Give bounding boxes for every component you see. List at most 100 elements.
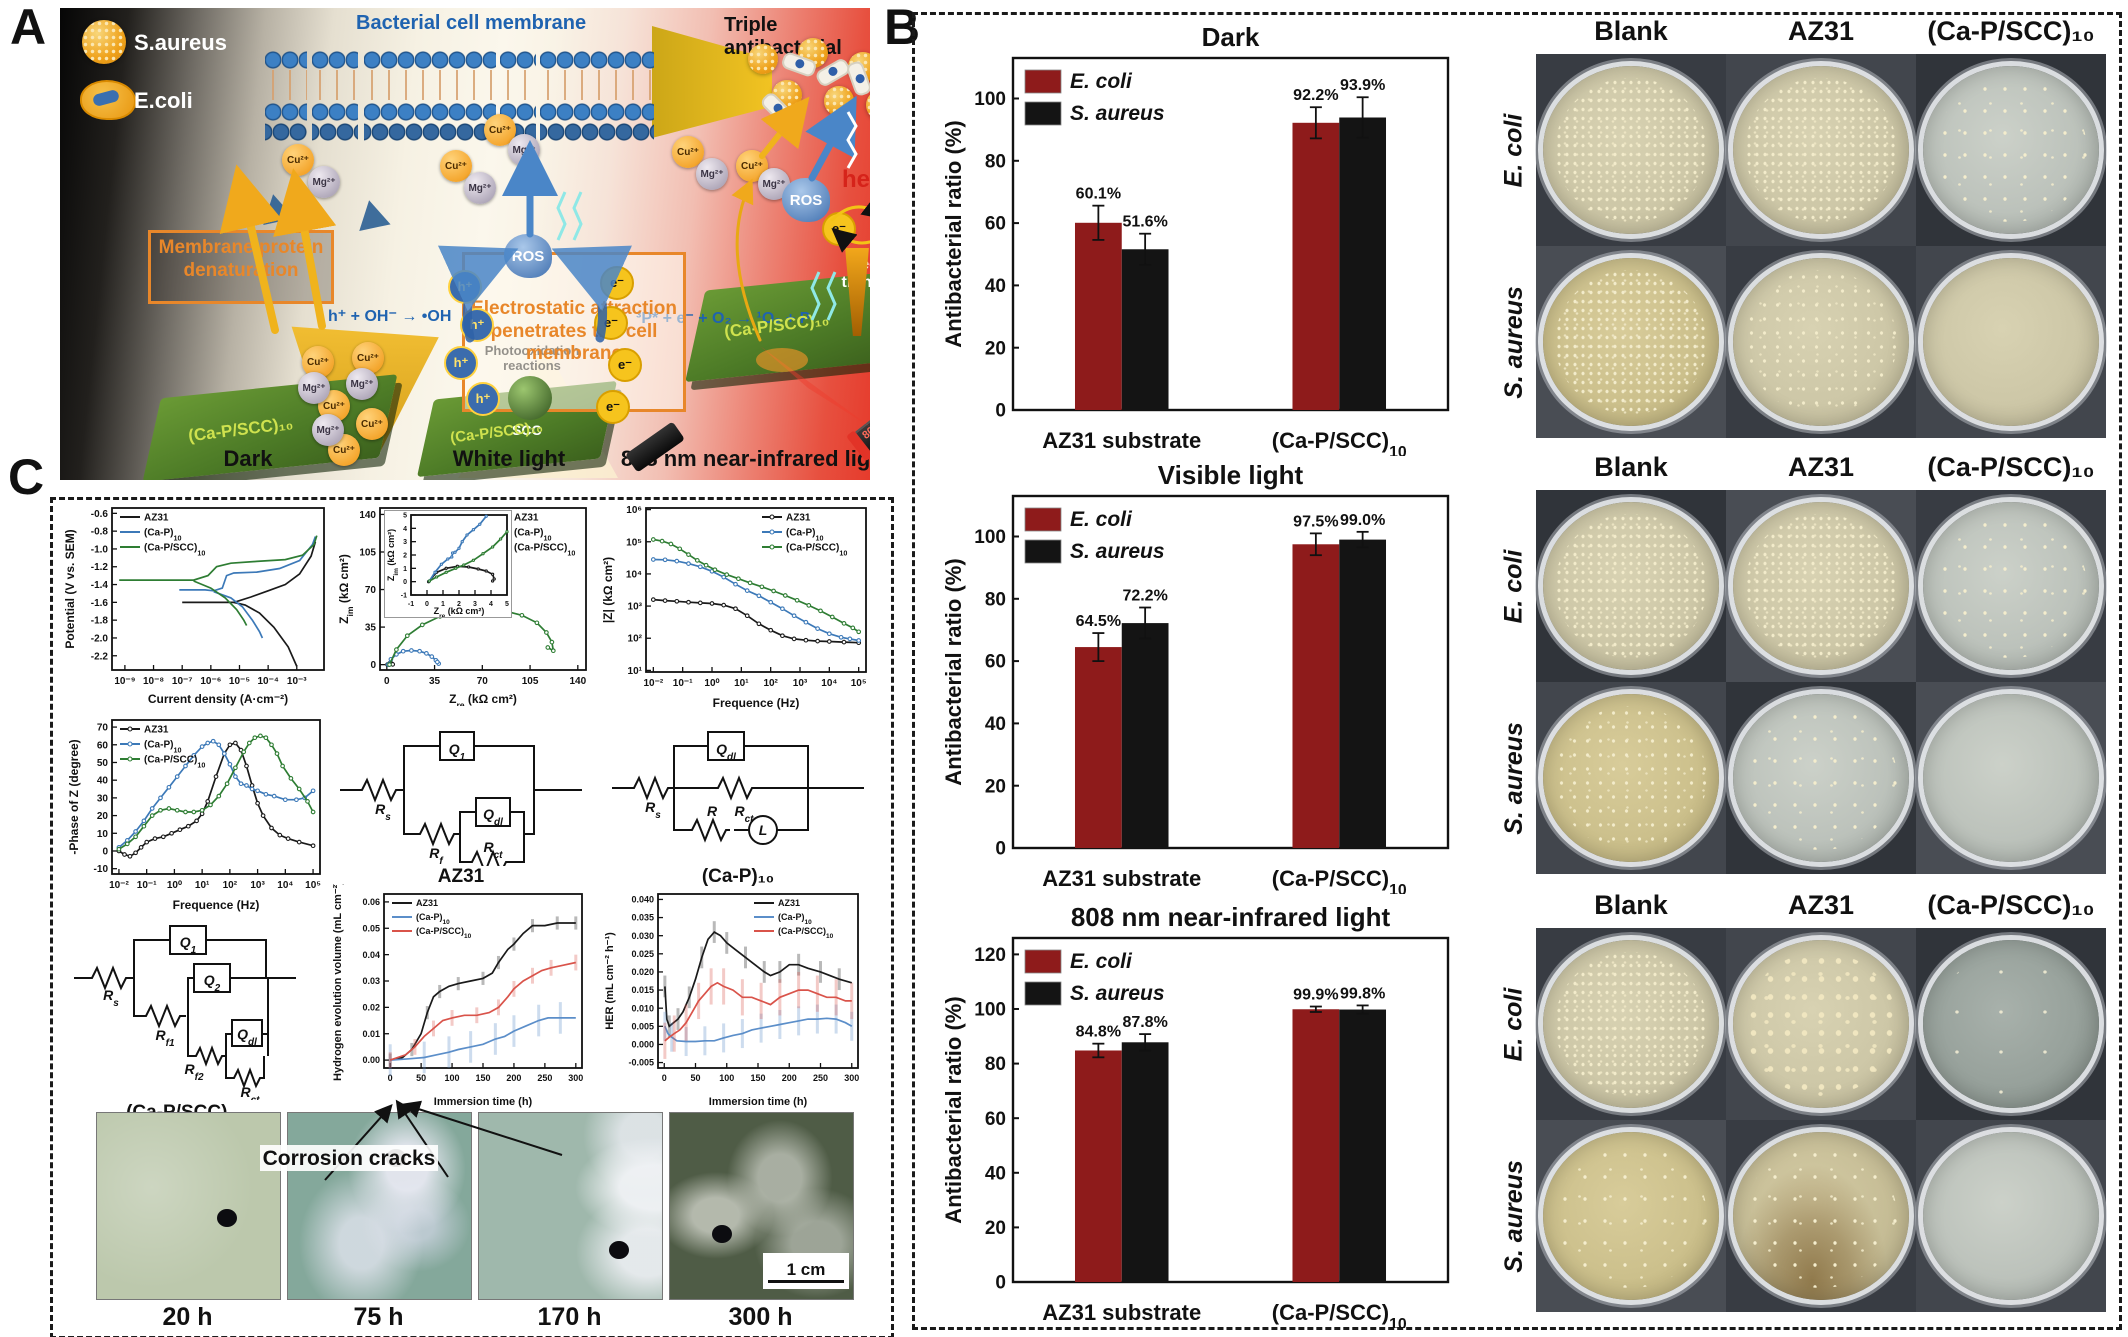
- svg-text:0.02: 0.02: [362, 1003, 380, 1013]
- svg-text:300: 300: [844, 1073, 859, 1083]
- bacterium-sphere: [824, 86, 854, 116]
- svg-text:-1: -1: [408, 601, 414, 608]
- svg-text:(Ca-P/SCC)10: (Ca-P/SCC)10: [786, 543, 847, 558]
- heat-label: heat: [842, 166, 870, 193]
- s-aureus-label: S.aureus: [134, 30, 227, 55]
- membrane-segment: [265, 50, 307, 146]
- svg-text:10⁻²: 10⁻²: [643, 678, 663, 689]
- svg-text:10²: 10²: [628, 634, 643, 645]
- svg-text:Dark: Dark: [1202, 22, 1260, 52]
- svg-text:-2.2: -2.2: [91, 651, 109, 662]
- svg-text:S. aureus: S. aureus: [1070, 102, 1165, 125]
- svg-text:80: 80: [985, 1054, 1006, 1075]
- svg-text:70: 70: [477, 676, 489, 687]
- plate-column-header: AZ31: [1787, 890, 1855, 920]
- circuit-capscc-drawing: Q1 Q2 Rs Rf1 Qdl Rf2 Rct: [74, 925, 296, 1106]
- svg-text:Rct: Rct: [240, 1084, 260, 1100]
- membrane-wedge-icon: [257, 190, 295, 226]
- corrosion-photo-170h: 170 h: [478, 1112, 663, 1332]
- svg-text:80: 80: [985, 589, 1006, 610]
- svg-text:5: 5: [403, 512, 407, 519]
- svg-text:-0.005: -0.005: [628, 1058, 654, 1068]
- plate-grid-visible: Blank AZ31 (Ca-P/SCC)₁₀ E. coli S. aureus: [1492, 452, 2106, 874]
- svg-text:100: 100: [445, 1073, 460, 1083]
- svg-text:10⁵: 10⁵: [305, 880, 321, 891]
- membrane-segment: [540, 50, 654, 146]
- svg-text:60: 60: [985, 214, 1006, 235]
- svg-text:(Ca-P/SCC)10: (Ca-P/SCC)10: [778, 926, 834, 940]
- svg-text:0.05: 0.05: [362, 923, 380, 933]
- svg-text:(Ca-P)10: (Ca-P)10: [144, 740, 181, 755]
- svg-text:0.030: 0.030: [631, 931, 654, 941]
- electron-badge: e⁻: [600, 266, 634, 300]
- plate-row-label: E. coli: [1492, 54, 1536, 246]
- svg-text:Frequence (Hz): Frequence (Hz): [713, 696, 800, 710]
- svg-text:0: 0: [995, 839, 1006, 860]
- bacterium-sphere: [748, 44, 778, 74]
- svg-text:E. coli: E. coli: [1070, 70, 1133, 93]
- plate-grid-dark: Blank AZ31 (Ca-P/SCC)₁₀ E. coli S. aureus: [1492, 16, 2106, 438]
- petri-dish: [1733, 1132, 1909, 1300]
- svg-text:(Ca-P/SCC)10: (Ca-P/SCC)10: [144, 755, 205, 770]
- electron-cone: [845, 248, 869, 336]
- svg-text:0: 0: [370, 660, 376, 671]
- svg-text:1: 1: [441, 601, 445, 608]
- svg-text:40: 40: [985, 276, 1006, 297]
- svg-text:(Ca-P)10: (Ca-P)10: [144, 528, 181, 543]
- petri-dish: [1733, 258, 1909, 426]
- svg-text:60: 60: [985, 1109, 1006, 1130]
- svg-text:10³: 10³: [793, 678, 808, 689]
- plate-grid: Blank AZ31 (Ca-P/SCC)₁₀ E. coli S. aureus: [1492, 16, 2106, 438]
- svg-text:10⁻²: 10⁻²: [109, 880, 129, 891]
- svg-text:0.025: 0.025: [631, 949, 654, 959]
- svg-text:(Ca-P/SCC)10: (Ca-P/SCC)10: [1272, 866, 1407, 894]
- svg-text:(Ca-P/SCC)10: (Ca-P/SCC)10: [514, 543, 575, 558]
- svg-text:Zim (kΩ cm²): Zim (kΩ cm²): [386, 529, 400, 581]
- plate-cell: [1726, 928, 1916, 1120]
- svg-text:0.01: 0.01: [362, 1029, 380, 1039]
- svg-text:Rs: Rs: [645, 799, 661, 821]
- corrosion-photo-image: 1 cm: [669, 1112, 854, 1300]
- svg-text:-1.6: -1.6: [91, 598, 109, 609]
- svg-text:150: 150: [750, 1073, 765, 1083]
- svg-text:10⁻⁵: 10⁻⁵: [229, 676, 250, 687]
- chart-her: 0 50 100 150 200 250 300 -0.005 0.000 0.005 0.010 0…: [602, 884, 870, 1108]
- cu-ion: Cu²⁺: [440, 150, 472, 182]
- plate-row-label-text: E. coli: [1499, 113, 1528, 187]
- svg-text:10³: 10³: [250, 880, 265, 891]
- membrane-segment: [364, 50, 496, 146]
- svg-text:1: 1: [403, 566, 407, 573]
- svg-text:L: L: [759, 822, 768, 838]
- svg-text:10²: 10²: [223, 880, 238, 891]
- svg-text:Immersion time (h): Immersion time (h): [434, 1096, 533, 1108]
- svg-text:3: 3: [403, 539, 407, 546]
- svg-text:Zre (kΩ cm²): Zre (kΩ cm²): [434, 606, 485, 617]
- svg-text:0.00: 0.00: [362, 1055, 380, 1065]
- plate-column-header: (Ca-P/SCC)₁₀: [1927, 16, 2095, 46]
- svg-text:51.6%: 51.6%: [1122, 214, 1167, 231]
- svg-text:5: 5: [505, 601, 509, 608]
- svg-text:80: 80: [985, 151, 1006, 172]
- photo-time-label: 170 h: [537, 1303, 602, 1331]
- chart-bode-impedance: 10⁻² 10⁻¹ 10⁰ 10¹ 10² 10³ 10⁴ 10⁵ 10¹ 10² 10³ 10⁴ 10…: [600, 500, 876, 710]
- condition-label: White light: [452, 446, 566, 471]
- svg-text:250: 250: [813, 1073, 828, 1083]
- plate-cell: [1916, 54, 2106, 246]
- svg-text:0.040: 0.040: [631, 895, 654, 905]
- svg-text:10⁻⁴: 10⁻⁴: [257, 676, 278, 687]
- mg-ion: Mg²⁺: [312, 414, 344, 446]
- plate-row-label: S. aureus: [1492, 682, 1536, 874]
- electron-badge: e⁻: [596, 390, 630, 424]
- svg-text:AZ31: AZ31: [786, 513, 811, 524]
- svg-text:30: 30: [97, 793, 109, 804]
- svg-text:40: 40: [985, 1163, 1006, 1184]
- svg-text:50: 50: [416, 1073, 426, 1083]
- plate-cell: [1916, 246, 2106, 438]
- petri-dish: [1923, 502, 2099, 670]
- plate-corner: [1492, 16, 1536, 54]
- svg-text:92.2%: 92.2%: [1293, 87, 1338, 104]
- svg-text:10⁻⁸: 10⁻⁸: [143, 676, 164, 687]
- plate-row-label: S. aureus: [1492, 246, 1536, 438]
- mg-ion: Mg²⁺: [346, 368, 378, 400]
- petri-dish: [1733, 502, 1909, 670]
